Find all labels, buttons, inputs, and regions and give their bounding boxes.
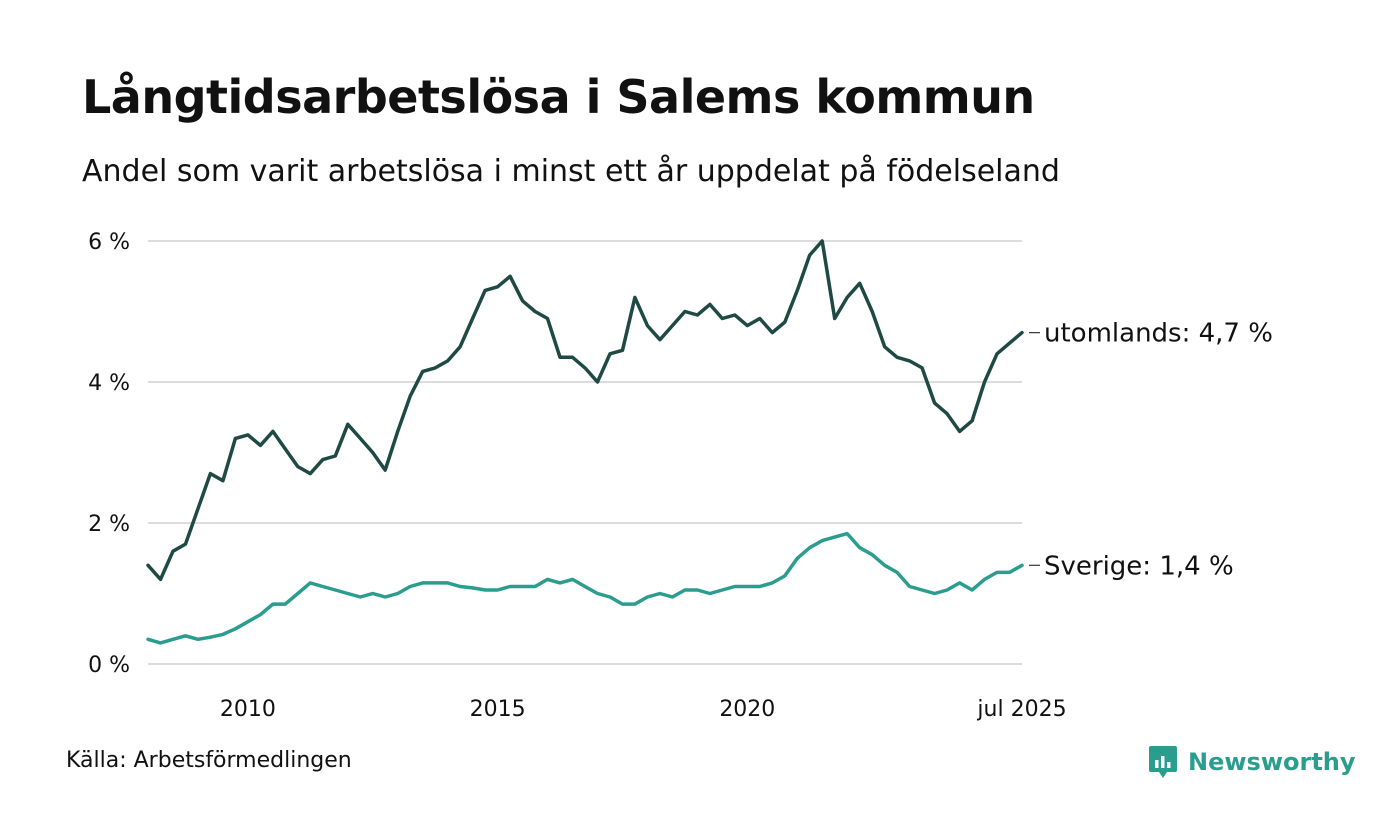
x-axis-tick-labels: 2010 2015 2020 jul 2025 [220, 697, 1067, 722]
series-lines [146, 239, 1024, 645]
y-tick-label: 6 % [88, 230, 130, 255]
chart-title: Långtidsarbetslösa i Salems kommun [82, 70, 1035, 124]
x-tick-label: 2015 [470, 697, 526, 722]
series-label-sverige: Sverige: 1,4 % [1044, 551, 1234, 581]
x-tick-label: 2020 [719, 697, 775, 722]
newsworthy-logo-icon [1149, 746, 1177, 778]
chart-subtitle: Andel som varit arbetslösa i minst ett å… [82, 154, 1060, 189]
line-chart: 0 % 2 % 4 % 6 % 2010 2015 2020 jul 2025 utomla… [88, 230, 1273, 722]
series-end-labels: utomlands: 4,7 % Sverige: 1,4 % [1029, 319, 1273, 581]
series-line-sverige [146, 531, 1024, 645]
series-label-utomlands: utomlands: 4,7 % [1044, 319, 1273, 349]
grid-lines [148, 240, 1022, 665]
y-tick-label: 2 % [88, 512, 130, 537]
series-line-utomlands [146, 239, 1024, 582]
y-tick-label: 4 % [88, 371, 130, 396]
source-note: Källa: Arbetsförmedlingen [66, 748, 352, 773]
x-tick-label: 2010 [220, 697, 276, 722]
x-tick-label: jul 2025 [976, 697, 1066, 722]
y-axis-tick-labels: 0 % 2 % 4 % 6 % [88, 230, 130, 678]
brand-name: Newsworthy [1188, 748, 1356, 776]
brand-logo: Newsworthy [1148, 744, 1356, 780]
y-tick-label: 0 % [88, 653, 130, 678]
